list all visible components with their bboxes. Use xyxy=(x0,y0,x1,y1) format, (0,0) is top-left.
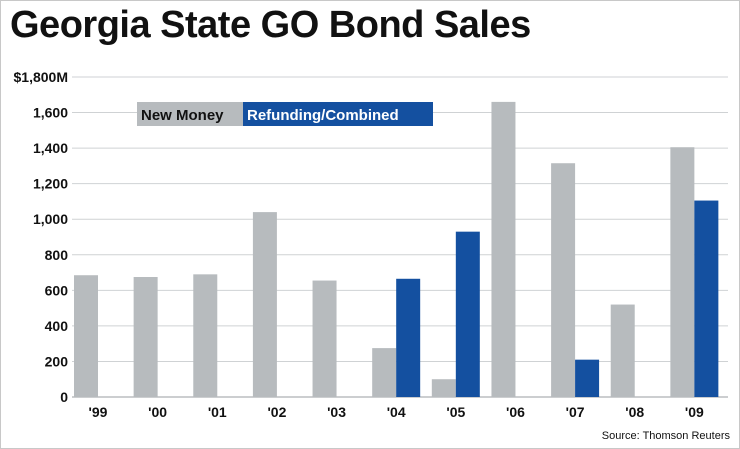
legend-label-new-money: New Money xyxy=(141,107,224,124)
x-tick-label: '08 xyxy=(625,404,644,420)
y-tick-label: 0 xyxy=(60,389,68,405)
legend: New Money Refunding/Combined xyxy=(137,102,433,126)
y-tick-label: 1,200 xyxy=(33,176,68,192)
bar-refunding-8 xyxy=(575,359,600,397)
x-tick-label: '03 xyxy=(327,404,346,420)
legend-swatch-new-money xyxy=(137,102,243,126)
y-axis-ticks: 0 200 400 600 800 1,000 1,200 1,400 1,600 $1,800M xyxy=(14,69,69,405)
bar-new-money-7 xyxy=(491,101,516,397)
y-tick-label: 1,400 xyxy=(33,140,68,156)
x-tick-label: '05 xyxy=(446,404,465,420)
chart-title: Georgia State GO Bond Sales xyxy=(10,4,531,46)
legend-label-refunding: Refunding/Combined xyxy=(247,107,399,124)
x-axis-ticks: '99 '00 '01 '02 '03 '04 '05 '06 '07 '08 '09 xyxy=(89,404,704,420)
source-note: Source: Thomson Reuters xyxy=(601,430,730,442)
y-tick-label: 1,600 xyxy=(33,105,68,121)
y-tick-label: 1,000 xyxy=(33,211,68,227)
bar-new-money-9 xyxy=(610,304,635,397)
x-tick-label: '07 xyxy=(566,404,585,420)
bar-new-money-10 xyxy=(670,147,695,397)
y-tick-label: 800 xyxy=(45,247,69,263)
x-tick-label: '01 xyxy=(208,404,227,420)
bar-refunding-5 xyxy=(396,278,421,397)
x-tick-label: '02 xyxy=(267,404,286,420)
y-tick-label: 600 xyxy=(45,282,69,298)
x-tick-label: '09 xyxy=(685,404,704,420)
bar-new-money-3 xyxy=(252,212,277,397)
x-tick-label: '04 xyxy=(387,404,406,420)
y-tick-label: 400 xyxy=(45,318,69,334)
bar-new-money-0 xyxy=(74,275,98,397)
bars xyxy=(74,101,719,397)
x-tick-label: '06 xyxy=(506,404,525,420)
x-tick-label: '00 xyxy=(148,404,167,420)
legend-swatch-refunding xyxy=(243,102,433,126)
bar-new-money-2 xyxy=(193,274,218,397)
bar-new-money-6 xyxy=(431,379,456,397)
bar-refunding-6 xyxy=(455,231,480,397)
bar-new-money-5 xyxy=(372,348,397,397)
bar-new-money-8 xyxy=(551,163,576,397)
y-tick-label: $1,800M xyxy=(14,69,68,85)
y-tick-label: 200 xyxy=(45,353,69,369)
x-tick-label: '99 xyxy=(89,404,108,420)
bar-new-money-4 xyxy=(312,280,337,397)
bar-new-money-1 xyxy=(133,277,158,397)
bar-refunding-10 xyxy=(694,200,719,397)
